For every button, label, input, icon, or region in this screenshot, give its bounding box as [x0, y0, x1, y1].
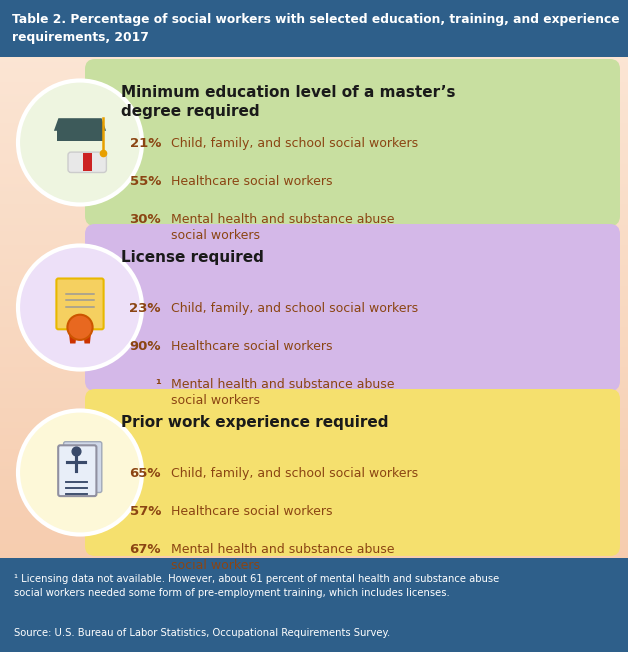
Text: 67%: 67%: [129, 543, 161, 556]
Text: Table 2. Percentage of social workers with selected education, training, and exp: Table 2. Percentage of social workers wi…: [12, 13, 620, 44]
Text: Mental health and substance abuse
social workers: Mental health and substance abuse social…: [171, 378, 394, 407]
Circle shape: [18, 80, 142, 205]
Text: ¹: ¹: [155, 378, 161, 391]
Bar: [0, 558, 628, 652]
Text: 57%: 57%: [129, 505, 161, 518]
FancyBboxPatch shape: [68, 152, 106, 173]
FancyBboxPatch shape: [57, 278, 104, 329]
FancyBboxPatch shape: [58, 445, 97, 496]
Circle shape: [18, 411, 142, 535]
Text: 90%: 90%: [129, 340, 161, 353]
Text: 65%: 65%: [129, 467, 161, 480]
Text: 23%: 23%: [129, 302, 161, 315]
FancyBboxPatch shape: [85, 224, 620, 391]
Text: Child, family, and school social workers: Child, family, and school social workers: [171, 467, 418, 480]
Text: Child, family, and school social workers: Child, family, and school social workers: [171, 302, 418, 315]
Text: 55%: 55%: [129, 175, 161, 188]
Polygon shape: [54, 118, 106, 131]
Text: Minimum education level of a master’s
degree required: Minimum education level of a master’s de…: [121, 85, 455, 119]
Bar: [0, 0, 628, 57]
FancyBboxPatch shape: [85, 59, 620, 226]
Text: 30%: 30%: [129, 213, 161, 226]
Circle shape: [18, 246, 142, 370]
FancyBboxPatch shape: [63, 441, 102, 492]
Circle shape: [67, 315, 92, 340]
Text: Child, family, and school social workers: Child, family, and school social workers: [171, 137, 418, 150]
Polygon shape: [83, 327, 92, 344]
FancyBboxPatch shape: [85, 389, 620, 556]
Text: Healthcare social workers: Healthcare social workers: [171, 175, 332, 188]
Text: Source: U.S. Bureau of Labor Statistics, Occupational Requirements Survey.: Source: U.S. Bureau of Labor Statistics,…: [14, 628, 390, 638]
Text: Mental health and substance abuse
social workers: Mental health and substance abuse social…: [171, 213, 394, 242]
Text: Healthcare social workers: Healthcare social workers: [171, 340, 332, 353]
FancyBboxPatch shape: [83, 153, 92, 171]
Text: 21%: 21%: [129, 137, 161, 150]
Text: Prior work experience required: Prior work experience required: [121, 415, 389, 430]
Text: Mental health and substance abuse
social workers: Mental health and substance abuse social…: [171, 543, 394, 572]
Polygon shape: [68, 327, 77, 344]
Text: Healthcare social workers: Healthcare social workers: [171, 505, 332, 518]
Text: License required: License required: [121, 250, 264, 265]
FancyBboxPatch shape: [57, 130, 102, 141]
Text: ¹ Licensing data not available. However, about 61 percent of mental health and s: ¹ Licensing data not available. However,…: [14, 574, 499, 598]
